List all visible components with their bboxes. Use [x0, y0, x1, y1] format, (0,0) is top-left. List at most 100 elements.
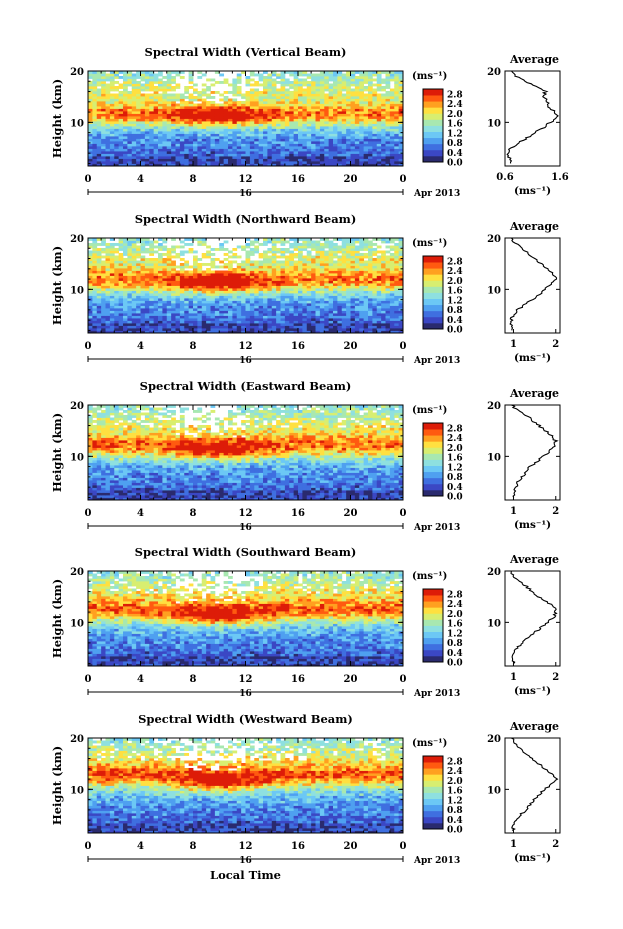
heatmap-cell	[363, 318, 369, 321]
heatmap-cell	[101, 141, 106, 144]
heatmap-cell	[263, 323, 268, 326]
heatmap-cell	[131, 101, 137, 104]
heatmap-cell	[228, 148, 233, 152]
heatmap-cell	[333, 161, 338, 164]
heatmap-cell	[179, 153, 185, 157]
heatmap-cell	[193, 116, 198, 119]
heatmap-cell	[346, 270, 351, 274]
heatmap-cell	[249, 298, 255, 301]
heatmap-cell	[101, 310, 106, 314]
heatmap-cell	[188, 158, 194, 162]
heatmap-cell	[354, 320, 360, 324]
heatmap-cell	[324, 310, 330, 314]
heatmap-cell	[363, 283, 369, 286]
heatmap-cell	[363, 78, 369, 82]
heatmap-cell	[214, 278, 220, 281]
heatmap-cell	[311, 76, 316, 79]
heatmap-cell	[280, 128, 286, 132]
heatmap-cell	[276, 96, 281, 99]
heatmap-cell	[136, 318, 141, 321]
heatmap-cell	[123, 81, 128, 84]
heatmap-cell	[363, 81, 369, 84]
heatmap-cell	[350, 156, 356, 159]
heatmap-cell	[311, 295, 316, 299]
heatmap-cell	[258, 98, 264, 102]
heatmap-cell	[236, 280, 242, 284]
heatmap-cell	[315, 121, 321, 124]
heatmap-cell	[88, 118, 93, 122]
heatmap-cell	[319, 325, 325, 329]
heatmap-cell	[92, 78, 98, 82]
heatmap-cell	[324, 318, 330, 321]
heatmap-cell	[398, 153, 404, 157]
heatmap-cell	[171, 280, 176, 284]
heatmap-cell	[372, 323, 378, 326]
heatmap-cell	[271, 116, 277, 119]
heatmap-cell	[381, 305, 386, 309]
heatmap-cell	[254, 131, 260, 134]
heatmap-cell	[324, 146, 330, 149]
heatmap-cell	[289, 136, 295, 139]
heatmap-cell	[315, 270, 321, 274]
heatmap-cell	[162, 275, 168, 279]
heatmap-cell	[289, 163, 295, 167]
heatmap-cell	[289, 330, 295, 334]
heatmap-cell	[245, 280, 251, 284]
heatmap-cell	[298, 313, 303, 316]
heatmap-cell	[258, 298, 264, 301]
heatmap-cell	[131, 300, 137, 304]
heatmap-cell	[245, 278, 251, 281]
heatmap-cell	[389, 323, 395, 326]
heatmap-cell	[166, 86, 172, 89]
heatmap-cell	[276, 293, 281, 296]
heatmap-cell	[166, 101, 172, 104]
heatmap-cell	[354, 153, 360, 157]
heatmap-cell	[319, 93, 325, 97]
heatmap-cell	[271, 111, 277, 114]
heatmap-cell	[114, 98, 120, 102]
heatmap-cell	[127, 288, 133, 291]
heatmap-cell	[311, 151, 316, 154]
heatmap-cell	[158, 325, 163, 329]
heatmap-cell	[188, 310, 194, 314]
heatmap-cell	[88, 163, 93, 167]
heatmap-cell	[88, 258, 93, 261]
heatmap-cell	[245, 295, 251, 299]
heatmap-cell	[276, 323, 281, 326]
heatmap-cell	[298, 131, 303, 134]
heatmap-cell	[179, 136, 185, 139]
heatmap-cell	[96, 315, 102, 319]
heatmap-cell	[144, 88, 150, 92]
heatmap-cell	[346, 273, 351, 276]
heatmap-cell	[114, 263, 120, 266]
heatmap-cell	[127, 260, 133, 264]
heatmap-cell	[280, 250, 286, 254]
heatmap-cell	[258, 270, 264, 274]
heatmap-cell	[109, 161, 115, 164]
heatmap-cell	[263, 141, 268, 144]
heatmap-cell	[276, 108, 281, 112]
heatmap-cell	[140, 273, 146, 276]
heatmap-cell	[394, 158, 400, 162]
heatmap-cell	[385, 325, 391, 329]
heatmap-cell	[389, 253, 395, 256]
heatmap-cell	[118, 83, 124, 87]
heatmap-cell	[92, 151, 98, 154]
heatmap-cell	[206, 123, 211, 127]
heatmap-cell	[289, 143, 295, 147]
heatmap-cell	[88, 328, 93, 331]
heatmap-cell	[289, 265, 295, 269]
heatmap-cell	[123, 280, 128, 284]
heatmap-cell	[333, 148, 338, 152]
heatmap-cell	[328, 270, 334, 274]
heatmap-cell	[289, 285, 295, 289]
heatmap-cell	[333, 305, 338, 309]
heatmap-cell	[153, 310, 159, 314]
colorbar-frame	[422, 88, 444, 163]
heatmap-cell	[376, 313, 382, 316]
heatmap-cell	[346, 303, 351, 306]
heatmap-cell	[123, 91, 128, 94]
heatmap-cell	[372, 136, 378, 139]
heatmap-cell	[389, 103, 395, 107]
heatmap-cell	[241, 248, 246, 251]
